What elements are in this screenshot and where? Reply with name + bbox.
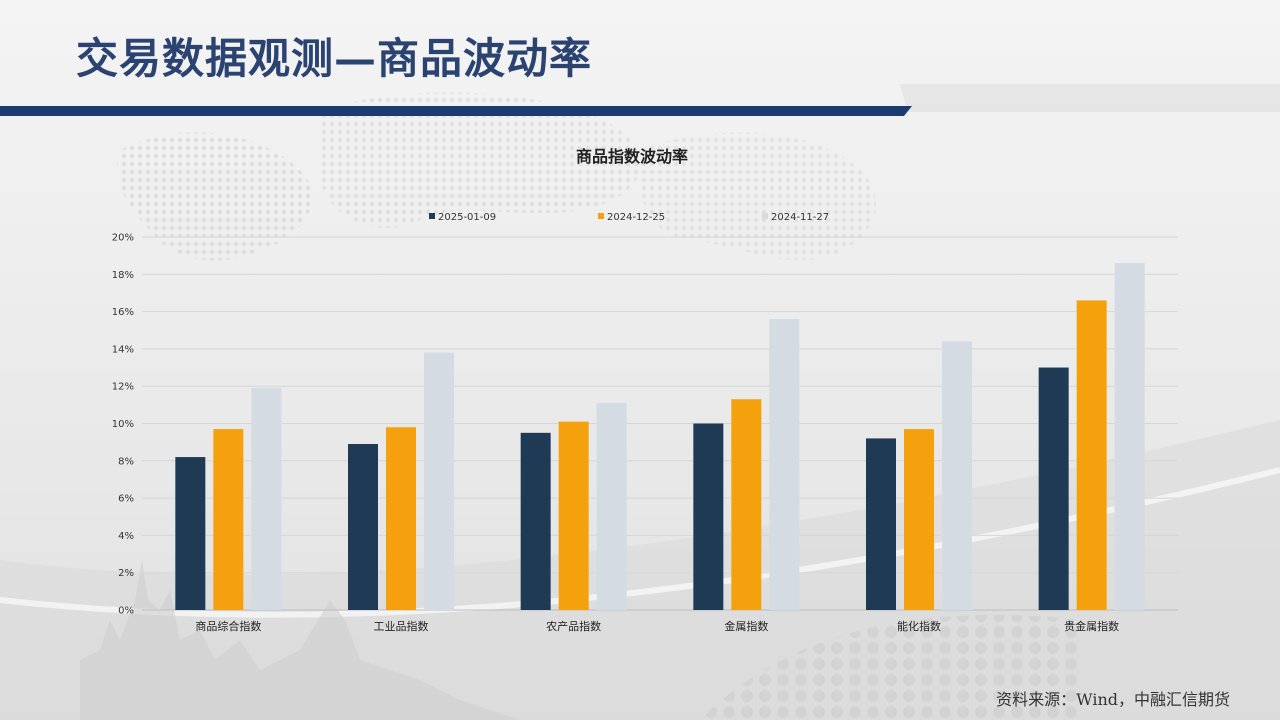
slide-title: 交易数据观测—商品波动率 [76, 34, 593, 83]
x-tick-label: 工业品指数 [374, 619, 429, 633]
bar [904, 429, 934, 610]
y-tick-label: 18% [112, 270, 134, 281]
y-tick-label: 2% [118, 568, 134, 579]
x-tick-label: 贵金属指数 [1064, 619, 1119, 633]
legend-swatch [598, 213, 604, 219]
bar [866, 438, 896, 610]
x-tick-label: 能化指数 [897, 619, 941, 633]
bar [731, 399, 762, 610]
legend-label: 2024-11-27 [771, 212, 829, 223]
bar [693, 423, 724, 610]
bar [558, 421, 589, 610]
title-underline-bar [0, 106, 912, 116]
x-tick-label: 农产品指数 [546, 619, 601, 633]
bar [251, 388, 282, 610]
bar [348, 444, 378, 610]
legend: 2025-01-09 2024-12-25 2024-11-27 [429, 212, 829, 223]
bars [175, 263, 1145, 610]
bar [175, 457, 206, 610]
y-tick-label: 8% [118, 456, 134, 467]
bar [596, 402, 627, 610]
legend-label: 2024-12-25 [607, 212, 665, 223]
bar [769, 319, 800, 610]
legend-item: 2025-01-09 [429, 212, 496, 223]
source-note: 资料来源：Wind，中融汇信期货 [996, 690, 1230, 709]
bar [386, 427, 416, 610]
legend-item: 2024-12-25 [598, 212, 665, 223]
y-tick-label: 20% [112, 233, 134, 244]
legend-item: 2024-11-27 [762, 212, 829, 223]
bar [424, 352, 454, 610]
x-tick-label: 商品综合指数 [195, 619, 261, 633]
bar [1114, 263, 1145, 610]
y-tick-label: 4% [118, 531, 134, 542]
bar [1076, 300, 1107, 610]
bar [942, 341, 972, 610]
y-tick-label: 12% [112, 382, 134, 393]
bar [520, 432, 551, 610]
legend-swatch [429, 213, 435, 219]
x-tick-label: 金属指数 [724, 619, 768, 633]
y-tick-label: 0% [118, 606, 134, 617]
gridlines [142, 236, 1178, 611]
legend-swatch [762, 213, 768, 219]
chart-title: 商品指数波动率 [576, 147, 688, 166]
y-tick-label: 14% [112, 344, 134, 355]
y-tick-label: 6% [118, 494, 134, 505]
y-axis-ticks: 0% 2% 4% 6% 8% 10% 12% 14% 16% 18% 20% [112, 233, 134, 617]
legend-label: 2025-01-09 [438, 212, 496, 223]
y-tick-label: 10% [112, 419, 134, 430]
bar [213, 429, 244, 610]
x-axis-labels: 商品综合指数 工业品指数 农产品指数 金属指数 能化指数 贵金属指数 [195, 619, 1119, 633]
bar [1038, 367, 1069, 610]
y-tick-label: 16% [112, 307, 134, 318]
